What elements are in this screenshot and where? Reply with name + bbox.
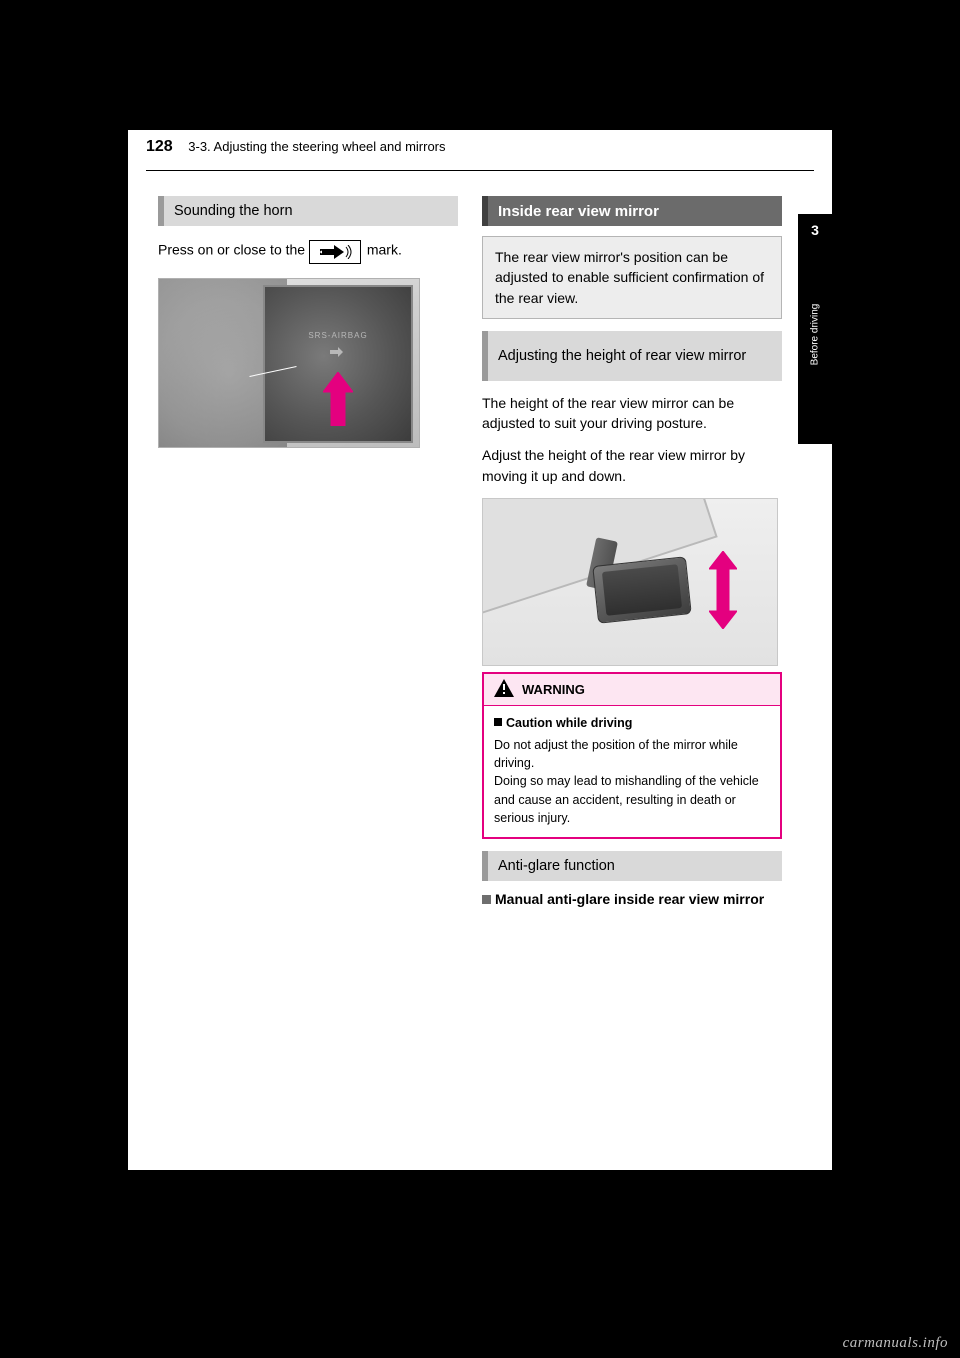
section-path: 3-3. Adjusting the steering wheel and mi…: [188, 139, 445, 154]
manual-page: 128 3-3. Adjusting the steering wheel an…: [128, 130, 832, 1170]
horn-symbol: [265, 347, 411, 360]
watermark: carmanuals.info: [843, 1335, 948, 1352]
section-heading-text: Inside rear view mirror: [498, 203, 659, 220]
warning-header: WARNING: [484, 674, 780, 706]
adjust-body-1: The height of the rear view mirror can b…: [482, 393, 782, 434]
section-heading-anti-glare: Anti-glare function: [482, 851, 782, 881]
adjust-body-2: Adjust the height of the rear view mirro…: [482, 445, 782, 486]
right-column: Inside rear view mirror The rear view mi…: [482, 196, 782, 907]
horn-instruction-post: mark.: [367, 242, 402, 258]
horn-instruction: Press on or close to the mark.: [158, 238, 458, 264]
section-heading-text: Adjusting the height of rear view mirror: [498, 348, 746, 364]
bullet-square-icon: [482, 895, 491, 904]
section-heading-text: Anti-glare function: [498, 858, 615, 874]
press-arrow-icon: [323, 372, 353, 431]
warning-item-body: Do not adjust the position of the mirror…: [494, 736, 770, 827]
warning-item-heading: Caution while driving: [494, 714, 770, 732]
anti-glare-subheading: Manual anti-glare inside rear view mirro…: [482, 891, 782, 907]
left-column: Sounding the horn Press on or close to t…: [158, 196, 458, 448]
bullet-square-icon: [494, 718, 502, 726]
header-rule: [146, 170, 814, 171]
chapter-title: Before driving: [810, 304, 821, 366]
warning-triangle-icon: [494, 679, 514, 700]
mirror-intro-text: The rear view mirror's position can be a…: [495, 249, 764, 306]
warning-label: WARNING: [522, 682, 585, 697]
section-heading-inside-mirror: Inside rear view mirror: [482, 196, 782, 226]
adjust-arrow-icon: [709, 551, 737, 634]
warning-body: Caution while driving Do not adjust the …: [484, 706, 780, 837]
horn-inset: SRS-AIRBAG: [263, 285, 413, 443]
airbag-label: SRS-AIRBAG: [265, 331, 411, 340]
mirror-figure: [482, 498, 778, 666]
mirror-body-illustration: [592, 556, 692, 624]
page-number: 128: [146, 138, 173, 155]
chapter-number: 3: [798, 222, 832, 238]
chapter-tab: 3 Before driving: [798, 214, 832, 444]
horn-figure: SRS-AIRBAG: [158, 278, 420, 448]
section-heading-sounding-horn: Sounding the horn: [158, 196, 458, 226]
page-header: 128 3-3. Adjusting the steering wheel an…: [128, 130, 832, 172]
section-heading-adjust-height: Adjusting the height of rear view mirror: [482, 331, 782, 381]
mirror-intro: The rear view mirror's position can be a…: [482, 236, 782, 319]
horn-icon: [309, 240, 361, 264]
horn-instruction-pre: Press on or close to the: [158, 242, 309, 258]
warning-box: WARNING Caution while driving Do not adj…: [482, 672, 782, 839]
section-heading-text: Sounding the horn: [174, 203, 293, 219]
